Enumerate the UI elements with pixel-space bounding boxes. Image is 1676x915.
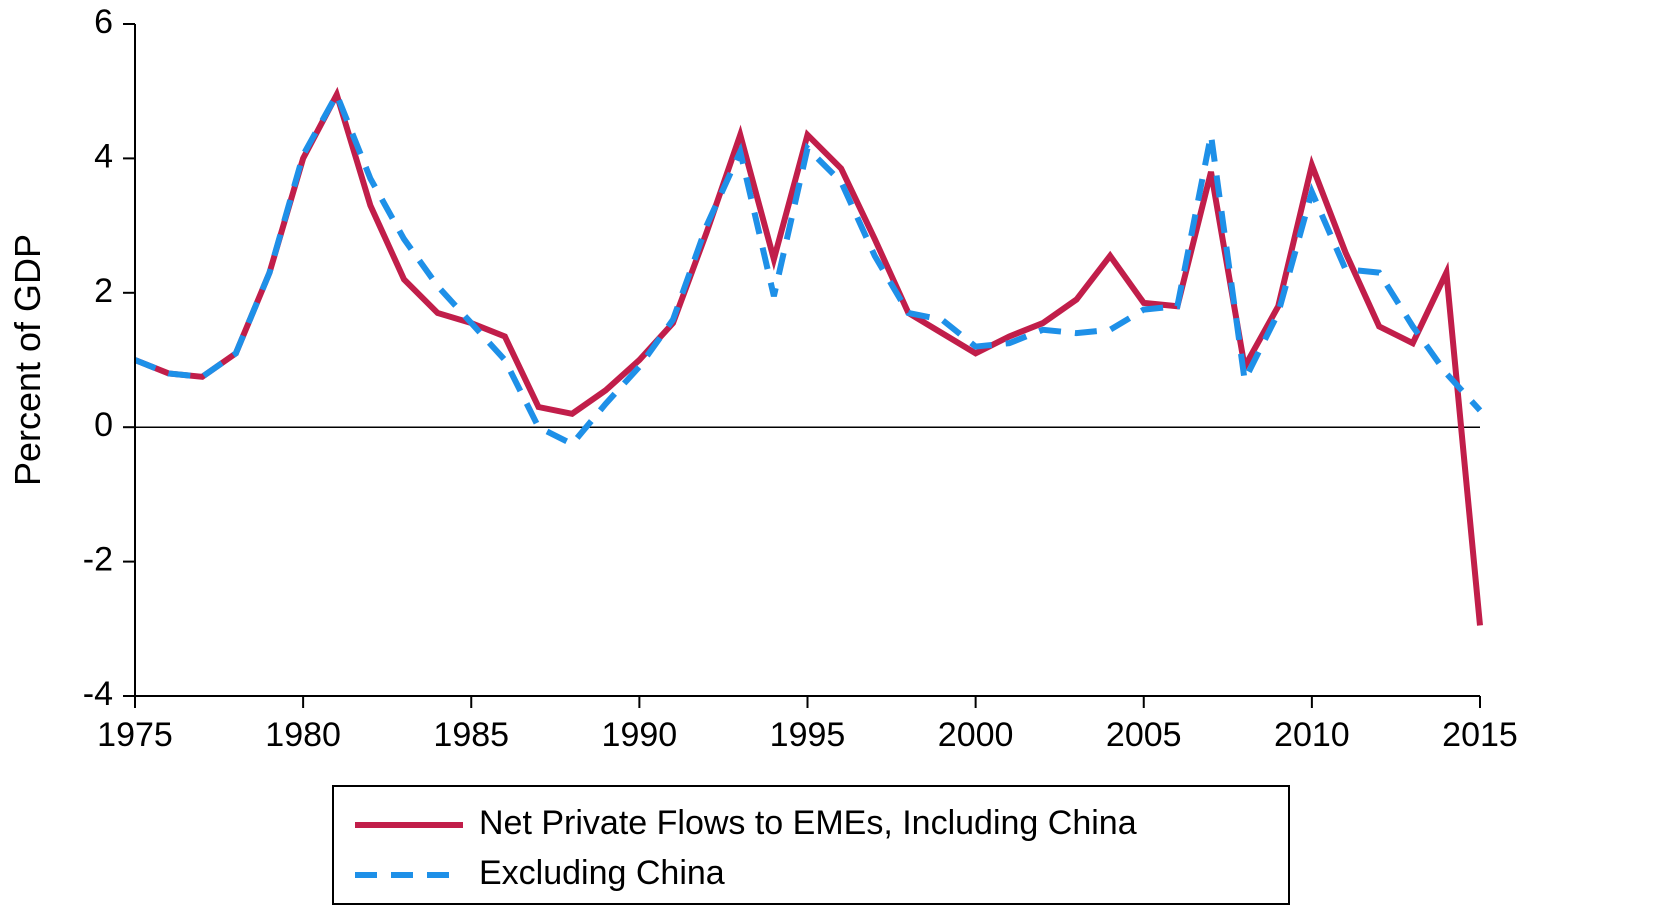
x-tick-label: 1975 [97, 716, 173, 754]
x-tick-label: 1980 [265, 716, 341, 754]
x-tick-label: 1995 [770, 716, 846, 754]
legend-label-incl_china: Net Private Flows to EMEs, Including Chi… [479, 804, 1137, 842]
chart-container: -4 -2 0 2 4 6 Percent of GDP 1975 1980 1985 1990 19… [0, 0, 1676, 915]
y-tick-label: 0 [94, 406, 113, 444]
x-tick-label: 1990 [602, 716, 678, 754]
x-tick-label: 1985 [433, 716, 509, 754]
x-tick-label: 2000 [938, 716, 1014, 754]
x-tick-label: 2005 [1106, 716, 1182, 754]
y-tick-label: 2 [94, 272, 113, 310]
y-tick-label: 6 [94, 3, 113, 41]
legend-label-excl_china: Excluding China [479, 854, 725, 892]
line-chart: -4 -2 0 2 4 6 Percent of GDP 1975 1980 1985 1990 19… [0, 0, 1676, 915]
chart-background [0, 0, 1676, 915]
y-axis-label: Percent of GDP [7, 234, 48, 486]
y-tick-label: 4 [94, 137, 113, 175]
y-tick-label: -4 [83, 675, 113, 713]
x-tick-label: 2015 [1442, 716, 1518, 754]
x-tick-label: 2010 [1274, 716, 1350, 754]
y-tick-label: -2 [83, 541, 113, 579]
